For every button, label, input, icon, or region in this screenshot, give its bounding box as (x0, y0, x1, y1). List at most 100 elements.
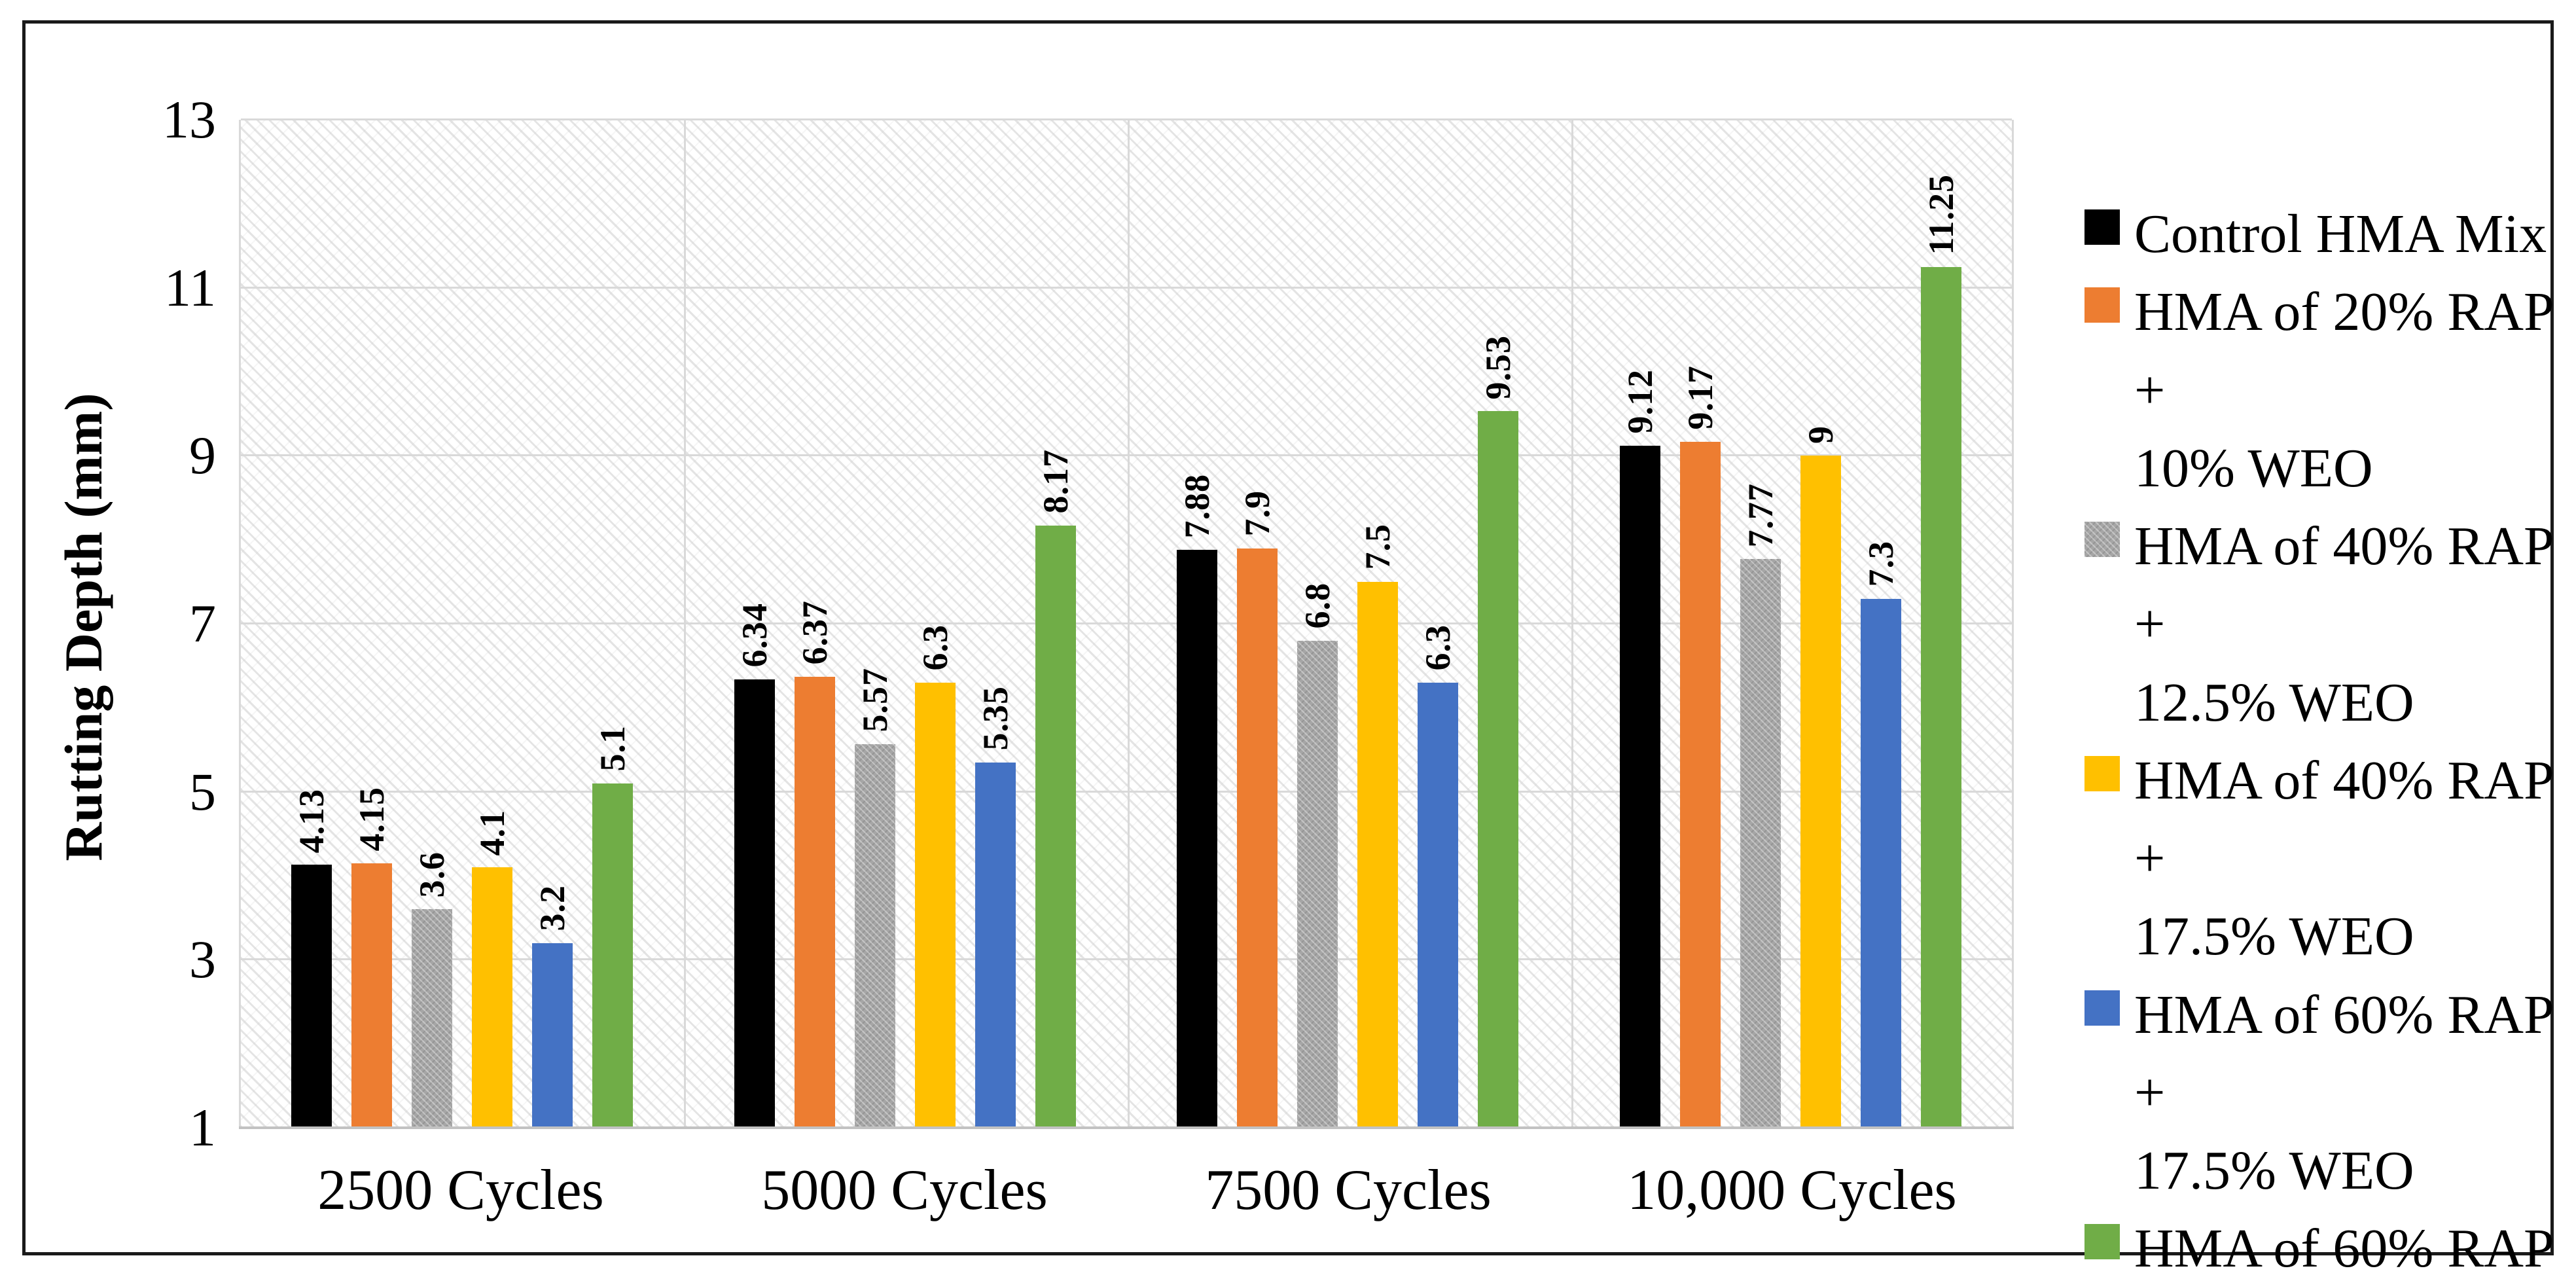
bar-cell: 7.77 (1740, 120, 1781, 1128)
bar-cell: 7.88 (1177, 120, 1218, 1128)
bar-cell: 7.5 (1357, 120, 1399, 1128)
legend-item-control-hma-mix: Control HMA Mix (2084, 195, 2552, 273)
bar-value-label: 4.13 (292, 788, 332, 854)
bar-hma-of-20-rap-10-weo (1679, 441, 1721, 1128)
gridline-h-9 (241, 454, 2012, 457)
bar-cell: 9 (1800, 120, 1841, 1128)
bar-cell: 5.57 (854, 120, 895, 1128)
bar-value-label: 7.88 (1177, 473, 1217, 539)
legend-label: HMA of 60% RAP +20% WEO (2134, 1218, 2552, 1277)
x-category-label-1: 2500 Cycles (317, 1159, 604, 1222)
bar-value-label: 6.3 (1418, 624, 1458, 671)
bar-value-label: 9.12 (1620, 369, 1660, 434)
bar-control-hma-mix (1177, 550, 1218, 1128)
y-tick-label-9: 9 (189, 425, 216, 486)
bar-hma-of-40-rap-12-5-weo (1740, 559, 1781, 1128)
y-tick-label-5: 5 (189, 761, 216, 821)
bar-value-label: 6.34 (734, 603, 774, 668)
legend-item-hma-of-40-rap-17-5-weo: HMA of 40% RAP +17.5% WEO (2084, 742, 2552, 976)
bar-hma-of-60-rap-17-5-weo (1860, 598, 1901, 1128)
gridline-h-3 (241, 958, 2012, 961)
bar-hma-of-20-rap-10-weo (1237, 548, 1278, 1128)
y-tick-label-7: 7 (189, 594, 216, 653)
bar-cell: 7.9 (1237, 120, 1278, 1128)
bar-cell: 4.1 (472, 120, 513, 1128)
bar-cell: 11.25 (1920, 120, 1961, 1128)
legend-label: HMA of 40% RAP +17.5% WEO (2134, 749, 2552, 967)
bar-cell: 6.34 (734, 120, 775, 1128)
legend-label: HMA of 20% RAP +10% WEO (2134, 281, 2552, 499)
bar-cell: 4.15 (351, 120, 393, 1128)
bar-hma-of-40-rap-12-5-weo (1297, 640, 1338, 1128)
x-category-label-2: 5000 Cycles (761, 1159, 1048, 1222)
bar-cell: 3.2 (532, 120, 573, 1128)
legend: Control HMA Mix HMA of 20% RAP +10% WEO HM… (2084, 195, 2552, 1277)
legend-item-hma-of-20-rap-10-weo: HMA of 20% RAP +10% WEO (2084, 273, 2552, 507)
gridline-h-11 (241, 286, 2012, 289)
bar-value-label: 11.25 (1921, 174, 1961, 255)
bar-cell: 7.3 (1860, 120, 1901, 1128)
x-category-label-3: 7500 Cycles (1205, 1159, 1492, 1222)
bar-group-5000-cycles: 6.34 6.37 5.57 6.3 5.35 8.17 (684, 120, 1127, 1128)
bar-value-label: 5.1 (593, 725, 633, 772)
bar-hma-of-40-rap-17-5-weo (1800, 456, 1841, 1128)
legend-swatch (2084, 755, 2120, 791)
bar-cell: 5.1 (592, 120, 634, 1128)
bar-hma-of-60-rap-17-5-weo (532, 943, 573, 1128)
legend-label: Control HMA Mix (2134, 204, 2547, 264)
bar-value-label: 6.8 (1298, 583, 1338, 629)
bar-value-label: 6.37 (795, 600, 834, 665)
bar-cell: 5.35 (975, 120, 1016, 1128)
gridline-h-13 (241, 118, 2012, 120)
bar-hma-of-40-rap-17-5-weo (1357, 581, 1399, 1128)
bar-hma-of-40-rap-12-5-weo (412, 909, 453, 1128)
bar-groups-layer: 4.13 4.15 3.6 4.1 3.2 5.1 6.34 6.37 5.57 6.3 5.35 8… (241, 120, 2012, 1128)
bar-value-label: 7.5 (1358, 524, 1398, 570)
legend-item-hma-of-60-rap-17-5-weo: HMA of 60% RAP +17.5% WEO (2084, 976, 2552, 1210)
legend-swatch (2084, 1224, 2120, 1260)
bar-cell: 9.17 (1679, 120, 1721, 1128)
bar-hma-of-60-rap-17-5-weo (975, 762, 1016, 1128)
bar-control-hma-mix (291, 865, 332, 1128)
plot-area: 4.13 4.15 3.6 4.1 3.2 5.1 6.34 6.37 5.57 6.3 5.35 8… (239, 118, 2014, 1129)
bar-value-label: 7.77 (1740, 482, 1780, 548)
bar-control-hma-mix (734, 679, 775, 1128)
legend-item-hma-of-60-rap-20-weo: HMA of 60% RAP +20% WEO (2084, 1210, 2552, 1277)
bar-value-label: 3.6 (412, 851, 452, 898)
bar-group-7500-cycles: 7.88 7.9 6.8 7.5 6.3 9.53 (1126, 120, 1569, 1128)
bar-cell: 9.53 (1478, 120, 1519, 1128)
y-tick-label-3: 3 (189, 929, 216, 990)
bar-control-hma-mix (1619, 445, 1660, 1128)
bar-hma-of-40-rap-17-5-weo (472, 867, 513, 1128)
bar-value-label: 9 (1800, 425, 1840, 444)
bar-value-label: 7.3 (1861, 541, 1901, 587)
bar-value-label: 9.17 (1680, 365, 1720, 430)
bar-cell: 6.8 (1297, 120, 1338, 1128)
bar-hma-of-20-rap-10-weo (351, 863, 393, 1128)
bar-value-label: 5.57 (855, 668, 895, 732)
x-category-label-4: 10,000 Cycles (1627, 1159, 1957, 1222)
gridline-h-5 (241, 790, 2012, 793)
gridline-v-2 (1128, 120, 1130, 1128)
bar-hma-of-60-rap-20-weo (1920, 266, 1961, 1128)
legend-swatch (2084, 209, 2120, 245)
figure-border-frame (22, 20, 2554, 1255)
bar-hma-of-60-rap-20-weo (592, 783, 634, 1128)
bar-cell: 3.6 (412, 120, 453, 1128)
x-axis-category-labels: 2500 Cycles 5000 Cycles 7500 Cycles 10,000 … (239, 1157, 2014, 1236)
y-tick-label-13: 13 (162, 90, 216, 149)
bar-cell: 6.37 (794, 120, 835, 1128)
bar-value-label: 6.3 (915, 624, 955, 671)
bar-hma-of-60-rap-17-5-weo (1418, 682, 1459, 1128)
bar-group-2500-cycles: 4.13 4.15 3.6 4.1 3.2 5.1 (241, 120, 684, 1128)
bar-hma-of-60-rap-20-weo (1035, 525, 1076, 1128)
bar-cell: 6.3 (1418, 120, 1459, 1128)
legend-item-hma-of-40-rap-12-5-weo: HMA of 40% RAP +12.5% WEO (2084, 507, 2552, 742)
bar-cell: 4.13 (291, 120, 332, 1128)
y-tick-label-1: 1 (189, 1098, 216, 1157)
y-axis-tick-labels: 13 11 9 7 5 3 1 (0, 90, 216, 1157)
y-tick-label-11: 11 (164, 257, 216, 317)
bar-hma-of-20-rap-10-weo (794, 676, 835, 1128)
bar-value-label: 3.2 (533, 885, 573, 931)
